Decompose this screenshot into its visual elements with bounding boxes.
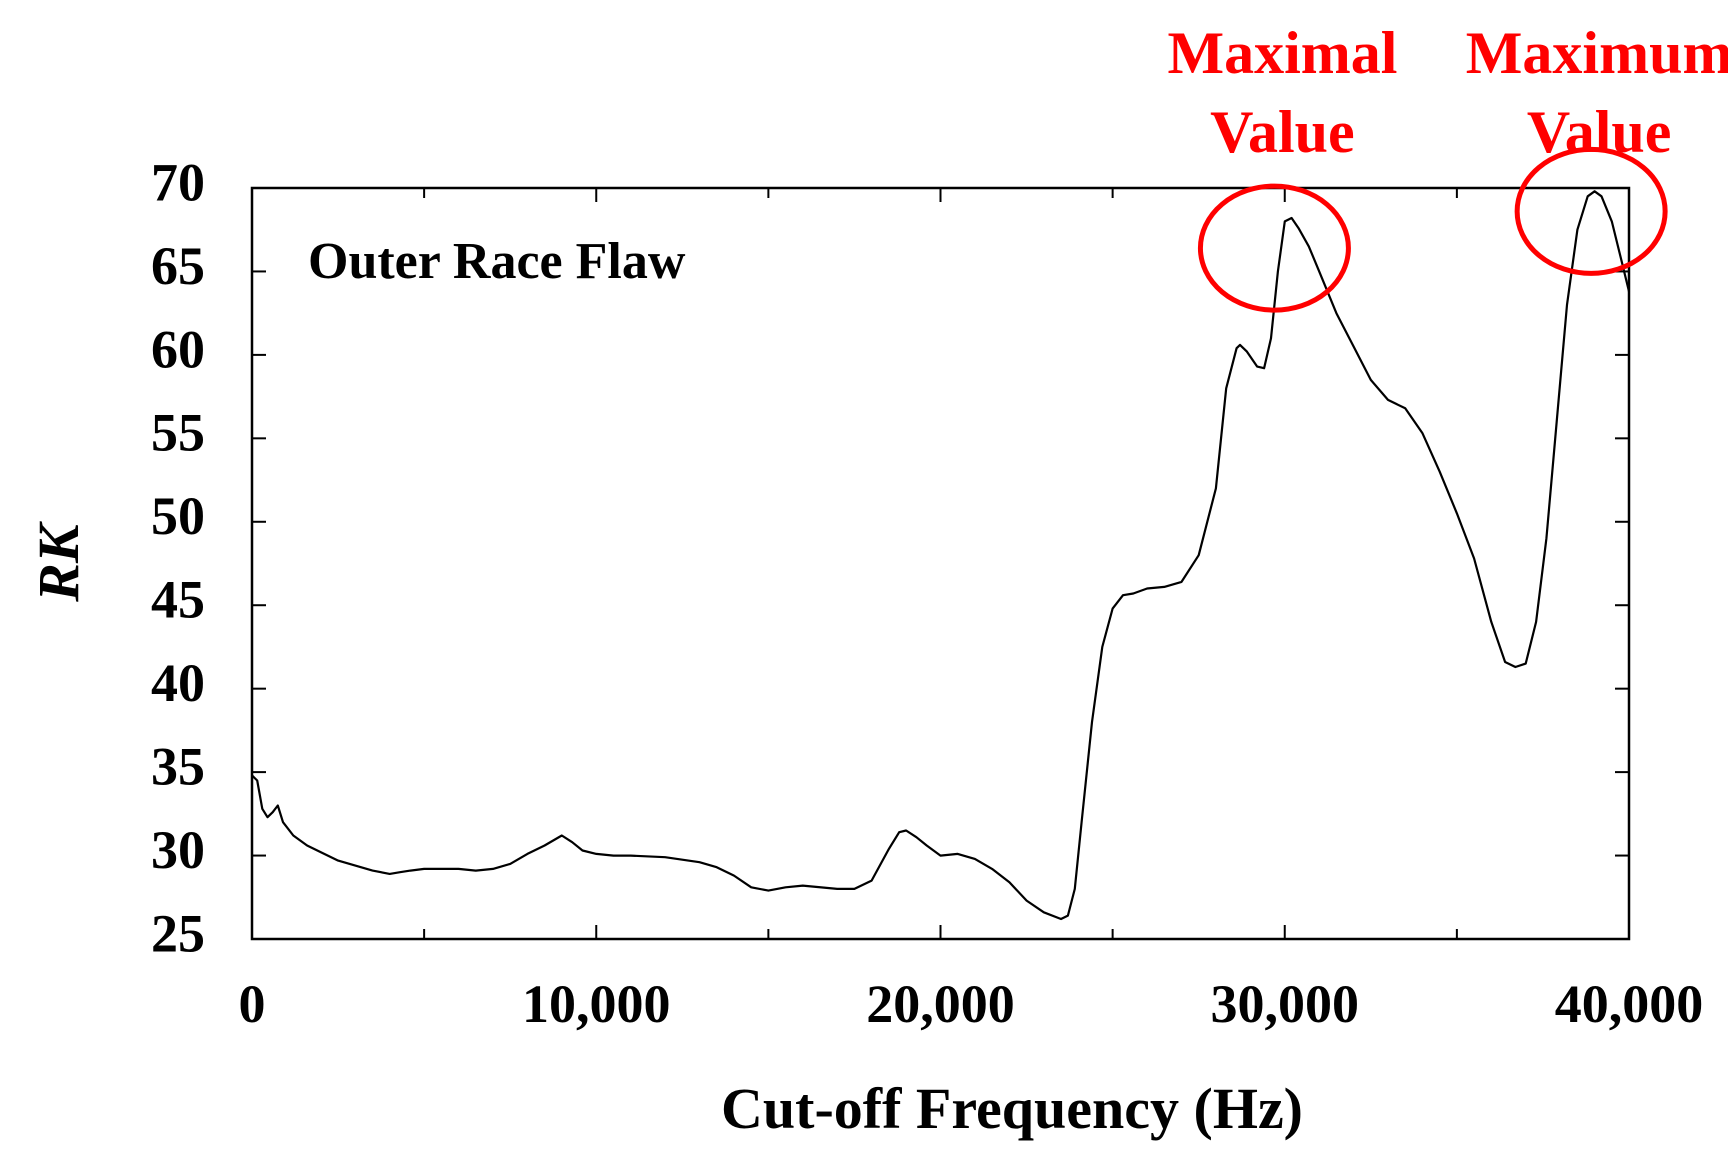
y-tick-label: 25 [151,903,205,963]
y-tick-label: 30 [151,820,205,880]
series-line [251,190,1631,921]
highlight-label-line2: Value [1210,99,1355,165]
highlight-markers: Maximal Value Maximum Value [1167,20,1728,313]
y-tick-label: 70 [151,152,205,212]
x-tick-label: 30,000 [1211,974,1360,1034]
highlight-label-line1: Maximum [1466,20,1728,86]
y-tick-label: 40 [151,653,205,713]
x-axis-label: Cut-off Frequency (Hz) [721,1076,1303,1141]
y-tick-label: 60 [151,319,205,379]
highlight-label-line1: Maximal [1167,20,1397,86]
y-tick-label: 45 [151,570,205,630]
x-tick-label: 40,000 [1555,974,1704,1034]
x-tick-label: 0 [239,974,266,1034]
y-axis-ticks: 25 30 35 40 45 50 55 60 65 70 [151,152,1629,963]
y-tick-label: 35 [151,737,205,797]
chart-annotation: Outer Race Flaw [308,233,686,290]
y-tick-label: 55 [151,403,205,463]
highlight-ellipse [1514,146,1668,276]
x-axis-ticks: 0 10,000 20,000 30,000 40,000 [239,188,1704,1034]
highlight-ellipse [1197,183,1351,313]
y-tick-label: 50 [151,486,205,546]
y-axis-label: RK [26,521,91,603]
plot-area [250,186,1631,941]
y-tick-label: 65 [151,236,205,296]
x-tick-label: 20,000 [866,974,1015,1034]
x-tick-label: 10,000 [522,974,671,1034]
highlight-label-line2: Value [1527,99,1672,165]
